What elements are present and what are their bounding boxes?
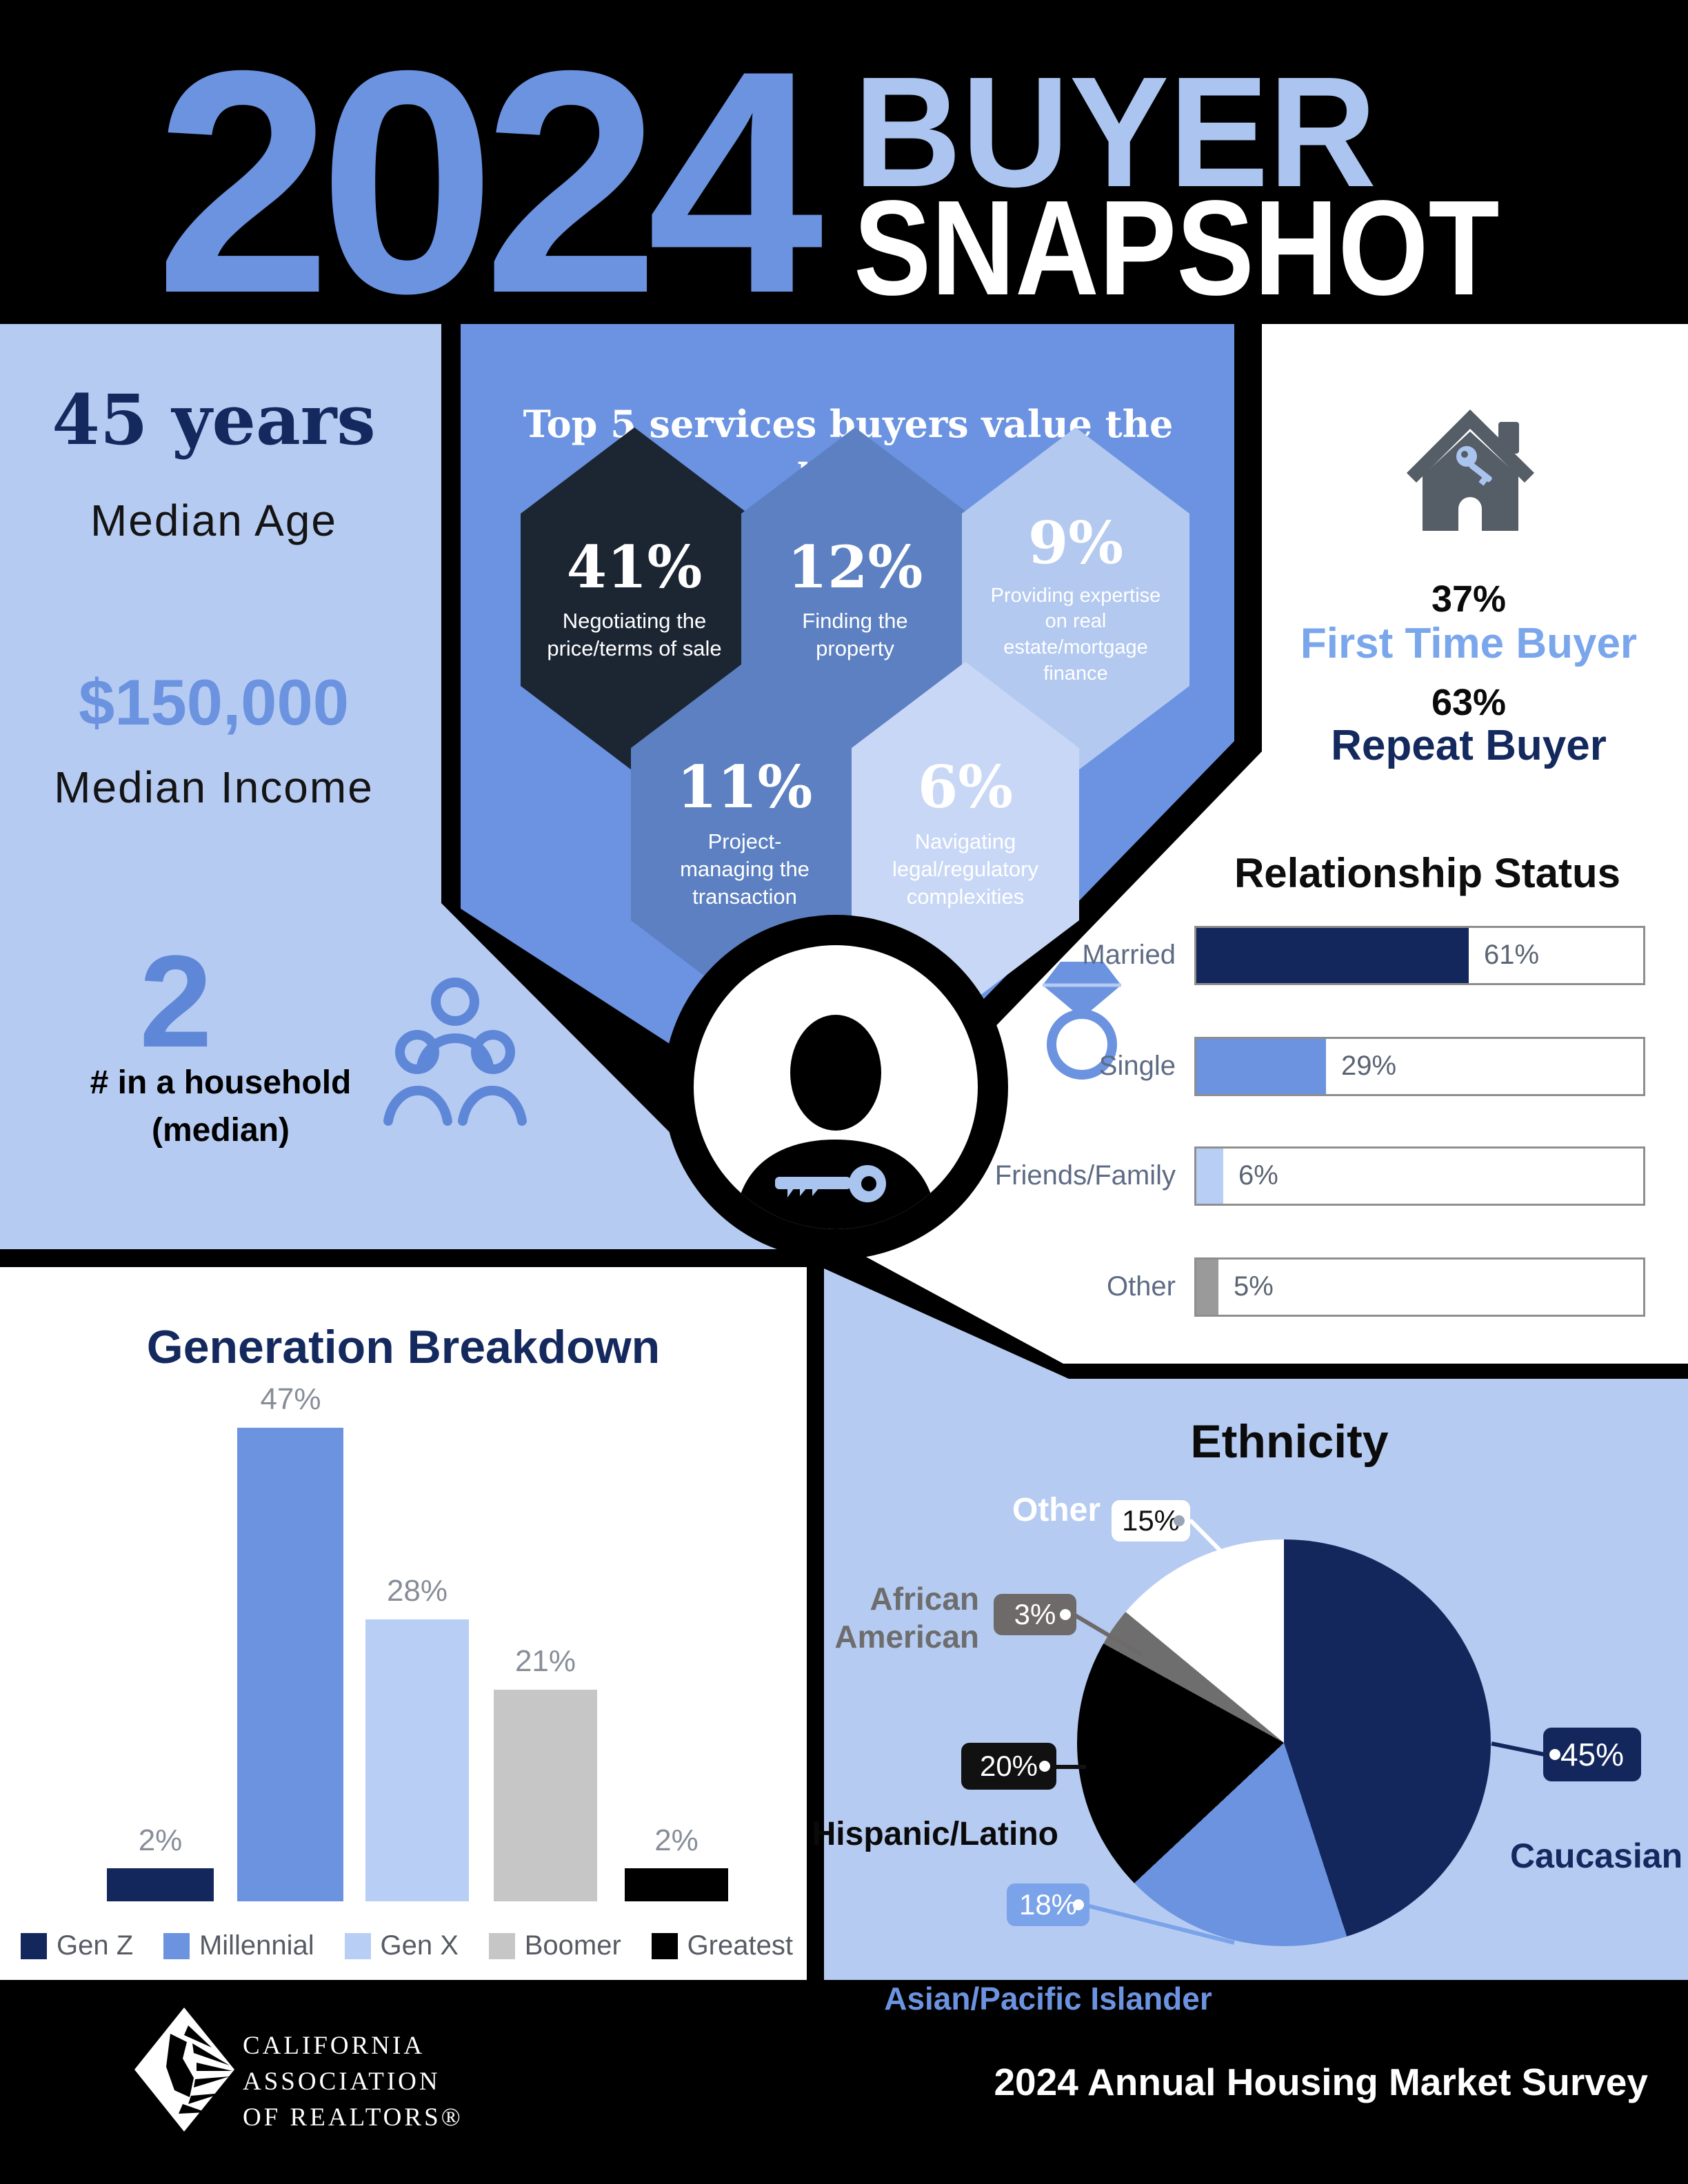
generation-bar-greatest [625, 1868, 728, 1901]
relationship-row-label: Single [1098, 1051, 1176, 1081]
household-label: # in a household [90, 1064, 352, 1101]
generation-bar-millennial [237, 1428, 343, 1901]
repeat-pct: 63% [1431, 682, 1507, 723]
header-title-buyer: BUYER [854, 45, 1377, 220]
tag-hole [1549, 1749, 1560, 1760]
relationship-row-value: 6% [1238, 1160, 1278, 1191]
relationship-row-label: Married [1082, 940, 1176, 970]
service-pct: 12% [787, 532, 923, 601]
ethnicity-label-other: Other [1012, 1492, 1101, 1528]
service-label: Providing expertise on real estate/mortg… [990, 584, 1161, 685]
ethnicity-pie [1077, 1539, 1491, 1946]
generation-bar-value: 2% [138, 1823, 183, 1857]
tag-hole [1039, 1761, 1050, 1772]
tag-value: 3% [1014, 1598, 1056, 1630]
median-age-label: Median Age [90, 496, 338, 545]
tag-value: 20% [979, 1750, 1038, 1782]
car-logo-line3: OF REALTORS® [243, 2103, 463, 2132]
ring-icon [1043, 962, 1121, 1080]
relationship-bar-single [1194, 1037, 1645, 1096]
legend-swatch-greatest [651, 1932, 678, 1959]
header-year: 2024 [155, 6, 823, 359]
generation-bar-value: 21% [514, 1644, 576, 1678]
ethnicity-label-caucasian: Caucasian [1510, 1837, 1683, 1875]
service-label: Project-managing the transaction [680, 829, 810, 909]
ethnicity-tag-hispanic: 20% [961, 1743, 1056, 1790]
legend-swatch-genx [344, 1932, 371, 1959]
legend-label: Boomer [524, 1930, 621, 1961]
first-time-pct: 37% [1431, 578, 1507, 620]
relationship-row-label: Friends/Family [994, 1160, 1176, 1191]
legend-label: Gen Z [57, 1930, 134, 1961]
legend-swatch-millennial [163, 1932, 190, 1959]
ethnicity-tag-african-american: 3% [994, 1594, 1076, 1635]
relationship-bar-other [1194, 1257, 1645, 1317]
service-pct: 9% [1027, 508, 1124, 577]
legend-label: Greatest [687, 1930, 793, 1961]
generation-bar-boomer [494, 1690, 597, 1901]
relationship-bar-married [1194, 926, 1645, 985]
service-label: Finding the property [802, 608, 908, 661]
household-value: 2 [139, 929, 212, 1075]
repeat-label: Repeat Buyer [1331, 722, 1607, 769]
ethnicity-label-african-american: African American [834, 1581, 979, 1655]
header-title-snapshot: SNAPSHOT [854, 172, 1500, 323]
ethnicity-tag-caucasian: 45% [1543, 1728, 1641, 1781]
household-label-median: (median) [151, 1112, 290, 1149]
median-income-label: Median Income [54, 762, 374, 812]
relationship-row-value: 61% [1484, 940, 1540, 970]
relationship-row-value: 5% [1234, 1271, 1274, 1302]
service-pct: 11% [676, 753, 813, 822]
family-icon [383, 978, 527, 1126]
ethnicity-tag-other: 15% [1112, 1500, 1190, 1541]
legend-swatch-genz [21, 1932, 47, 1959]
car-logo-text: CALIFORNIA ASSOCIATION OF REALTORS® [243, 2028, 463, 2135]
person-key-icon [735, 1015, 936, 1229]
generation-bar-genx [365, 1619, 469, 1901]
tag-hole [1060, 1609, 1071, 1620]
car-logo-line2: ASSOCIATION [243, 2067, 441, 2096]
legend-label: Millennial [199, 1930, 314, 1961]
buyer-badge [694, 945, 978, 1229]
legend-swatch-boomer [488, 1932, 515, 1959]
service-label: Negotiating the price/terms of sale [547, 608, 722, 661]
legend-item: Greatest [651, 1930, 793, 1961]
service-label: Navigating legal/regulatory complexities [892, 829, 1038, 909]
generation-title: Generation Breakdown [146, 1321, 661, 1373]
car-logo-icon [134, 2008, 234, 2132]
tag-value: 18% [1018, 1888, 1078, 1921]
footer-survey-title: 2024 Annual Housing Market Survey [994, 2061, 1648, 2103]
legend-item: Gen X [344, 1930, 459, 1961]
ethnicity-tag-asian: 18% [1007, 1883, 1089, 1926]
house-key-icon [1407, 410, 1534, 531]
generation-bar-genz [107, 1868, 214, 1901]
legend-label: Gen X [380, 1930, 459, 1961]
first-time-label: First Time Buyer [1300, 620, 1638, 667]
service-pct: 6% [917, 753, 1014, 822]
relationship-row-value: 29% [1341, 1051, 1397, 1081]
tag-value: 15% [1121, 1504, 1180, 1537]
ethnicity-title: Ethnicity [1190, 1415, 1389, 1468]
tag-value: 45% [1560, 1737, 1625, 1772]
relationship-bar-friends-family [1194, 1146, 1645, 1206]
median-income-value: $150,000 [78, 666, 350, 738]
relationship-title: Relationship Status [1234, 850, 1621, 896]
generation-bar-value: 28% [386, 1574, 448, 1608]
legend-item: Boomer [488, 1930, 621, 1961]
generation-bar-value: 2% [654, 1823, 699, 1857]
median-age-value: 45 years [52, 379, 376, 461]
legend-item: Millennial [163, 1930, 314, 1961]
tag-hole [1174, 1515, 1185, 1526]
service-pct: 41% [566, 532, 703, 601]
ethnicity-label-hispanic: Hispanic/Latino [812, 1816, 1058, 1852]
generation-legend: Gen Z Millennial Gen X Boomer Greatest [21, 1930, 793, 1961]
ethnicity-label-asian: Asian/Pacific Islander [884, 1981, 1212, 2016]
relationship-row-label: Other [1106, 1271, 1176, 1302]
legend-item: Gen Z [21, 1930, 133, 1961]
generation-bar-value: 47% [260, 1382, 321, 1416]
tag-hole [1073, 1899, 1084, 1910]
car-logo-line1: CALIFORNIA [243, 2032, 425, 2060]
